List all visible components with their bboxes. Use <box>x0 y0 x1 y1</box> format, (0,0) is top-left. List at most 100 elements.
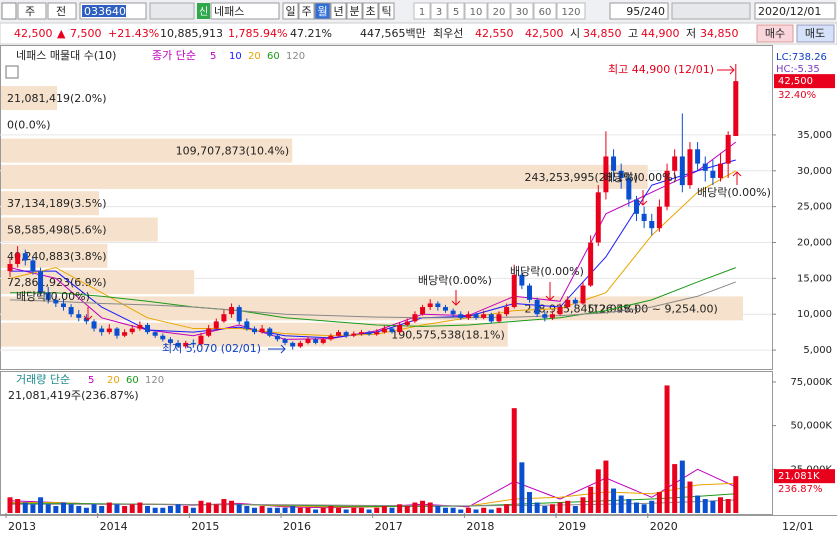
volume-bar <box>542 506 548 513</box>
candle-body <box>420 307 426 315</box>
annotations: 최고 44,900 (12/01) 최저 5,070 (02/01) 배당락(0… <box>16 63 771 355</box>
candle-body <box>15 253 21 265</box>
candle-body <box>198 335 204 345</box>
dividend-arrow <box>451 290 461 306</box>
candle-body <box>565 299 571 308</box>
candle-body <box>114 328 120 336</box>
interval: 120 <box>561 7 580 18</box>
interval-button[interactable] <box>487 2 511 20</box>
high: 44,900 <box>641 27 680 40</box>
candle-body <box>7 264 13 272</box>
table-icon[interactable] <box>5 65 19 79</box>
legend-entry: 60 <box>267 51 280 62</box>
candle-body <box>68 307 74 315</box>
interval-button[interactable] <box>510 2 534 20</box>
volume-bar <box>167 506 173 513</box>
volume-bar <box>427 502 433 513</box>
period-button[interactable] <box>362 2 379 20</box>
candle-body <box>229 307 235 315</box>
interval-button[interactable] <box>447 2 465 20</box>
tool-icons[interactable] <box>671 2 751 20</box>
sell-button[interactable] <box>796 24 835 43</box>
interval: 1 <box>419 7 425 18</box>
profile-bar <box>1 164 648 189</box>
period-button[interactable] <box>282 2 299 20</box>
candle-body <box>236 307 242 322</box>
volume-bar <box>725 499 731 513</box>
period-button[interactable] <box>314 2 331 20</box>
volume-bar <box>565 500 571 513</box>
volume-bar <box>76 506 82 513</box>
volume-bar <box>496 507 502 513</box>
candle-body <box>404 321 410 325</box>
candle-body <box>504 307 510 315</box>
period-button[interactable] <box>298 2 315 20</box>
x-tick-label: 2017 <box>375 520 403 533</box>
x-tick-label: 2019 <box>558 520 586 533</box>
volume-bar <box>236 504 242 513</box>
volume-bar <box>267 507 273 513</box>
date-field[interactable] <box>754 2 836 20</box>
candle-body <box>458 314 464 318</box>
market: 주 <box>25 5 35 18</box>
candle-body <box>244 321 250 329</box>
code: 033640 <box>84 5 126 18</box>
volume-bar <box>511 408 517 513</box>
profile-label: 72,861,923(6.9%) <box>7 276 107 289</box>
buy-button[interactable] <box>756 24 794 43</box>
candle-body <box>557 307 563 315</box>
period-button[interactable] <box>346 2 363 20</box>
candle-body <box>267 328 273 336</box>
legend-entry: 5 <box>210 51 216 62</box>
candle-body <box>435 303 441 308</box>
period: 주 <box>301 5 311 18</box>
volume-bar <box>38 497 44 513</box>
volume-bar <box>7 497 13 513</box>
interval-button[interactable] <box>533 2 557 20</box>
interval: 3 <box>436 7 442 18</box>
profile-bar <box>1 296 743 321</box>
period-button[interactable] <box>330 2 347 20</box>
candle-body <box>60 303 66 308</box>
candle-body <box>481 314 487 318</box>
candle-body <box>710 170 716 178</box>
volume-bar <box>412 502 418 513</box>
legend-entry: 10 <box>229 51 242 62</box>
profile-label: 40,240,883(3.8%) <box>7 250 107 263</box>
y-tick-label: 35,000 <box>797 130 832 141</box>
name-field[interactable] <box>210 2 280 20</box>
prev-button[interactable] <box>47 2 77 20</box>
interval-button[interactable] <box>464 2 488 20</box>
candle-body <box>374 332 380 335</box>
volume-bar <box>60 502 66 513</box>
menu-icon[interactable] <box>1 2 17 20</box>
volume-bar <box>695 495 701 513</box>
arrow: ▲ <box>57 27 66 40</box>
volume-bar <box>122 506 128 513</box>
volume-bar <box>274 507 280 513</box>
search-icons[interactable] <box>149 2 195 20</box>
market-select[interactable] <box>17 2 47 20</box>
count-field[interactable] <box>609 2 669 20</box>
volume-bar <box>160 507 166 513</box>
interval-button[interactable] <box>556 2 586 20</box>
turnover: 47.21% <box>290 27 332 40</box>
period-button[interactable] <box>378 2 395 20</box>
volume-bar <box>198 500 204 513</box>
profile-range: (12,948.00 ~ 9,254.00) <box>588 302 718 315</box>
candle-body <box>76 314 82 318</box>
sell: 매도 <box>805 27 825 40</box>
volume-bar <box>229 500 235 513</box>
price-pane <box>0 45 773 370</box>
x-tick-label: 2015 <box>191 520 219 533</box>
volume-bar <box>420 500 426 513</box>
date: 2020/12/01 <box>758 5 821 18</box>
volume-bar <box>603 460 609 513</box>
candle-body <box>618 170 624 178</box>
volume-bar <box>549 504 555 513</box>
interval-button[interactable] <box>413 2 431 20</box>
interval-button[interactable] <box>430 2 448 20</box>
volume-bar <box>534 502 540 513</box>
y-tick-label: 10,000 <box>797 309 832 320</box>
candle-body <box>527 285 533 300</box>
